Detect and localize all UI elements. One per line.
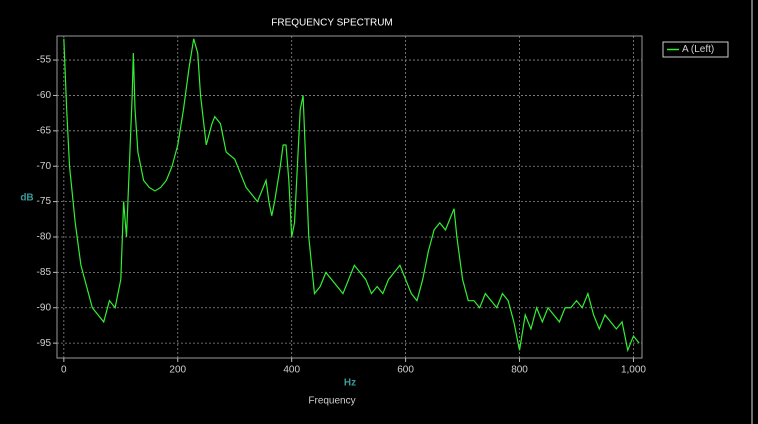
y-tick-label: -85 xyxy=(37,267,52,278)
x-tick-label: 400 xyxy=(283,365,300,376)
y-tick-label: -65 xyxy=(37,125,52,136)
y-tick-label: -55 xyxy=(37,55,52,66)
y-tick-label: -70 xyxy=(37,161,52,172)
y-tick-label: -60 xyxy=(37,90,52,101)
legend-label: A (Left) xyxy=(682,44,714,55)
y-tick-label: -90 xyxy=(37,302,52,313)
x-axis-label: Frequency xyxy=(308,396,355,407)
x-tick-label: 600 xyxy=(397,365,414,376)
y-tick-label: -75 xyxy=(37,196,52,207)
x-tick-label: 0 xyxy=(61,365,67,376)
legend-box xyxy=(662,41,729,58)
x-tick-label: 200 xyxy=(169,365,186,376)
plot-area xyxy=(56,35,643,359)
chart-title: FREQUENCY SPECTRUM xyxy=(271,18,393,29)
x-axis-unit: Hz xyxy=(344,378,356,389)
y-tick-label: -80 xyxy=(37,232,52,243)
y-axis-label: dB xyxy=(20,193,33,204)
x-tick-label: 1,000 xyxy=(621,365,646,376)
x-tick-label: 800 xyxy=(511,365,528,376)
series-line xyxy=(63,38,640,353)
y-tick-label: -95 xyxy=(37,338,52,349)
